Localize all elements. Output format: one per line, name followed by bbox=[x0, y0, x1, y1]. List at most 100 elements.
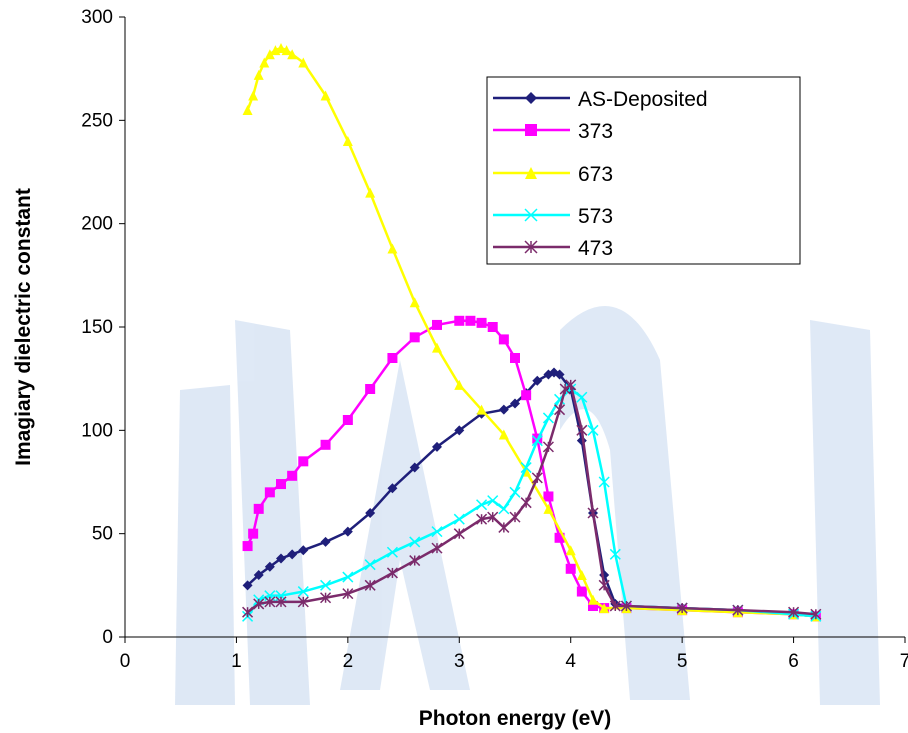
data-point bbox=[297, 596, 309, 608]
data-point bbox=[453, 513, 465, 525]
y-tick-label: 150 bbox=[81, 317, 113, 338]
data-point bbox=[476, 404, 487, 415]
data-point bbox=[510, 353, 520, 363]
legend-item: 673 bbox=[493, 163, 613, 186]
data-point bbox=[431, 542, 443, 554]
data-point bbox=[588, 594, 598, 605]
data-point bbox=[509, 486, 521, 498]
watermark-graphic bbox=[175, 306, 880, 705]
data-point bbox=[520, 462, 532, 474]
axes: 0 50 100 150 200 250 300 0 1 2 3 4 5 6 7 bbox=[81, 7, 908, 672]
data-point bbox=[264, 596, 276, 608]
legend-label: 573 bbox=[578, 205, 613, 228]
data-point bbox=[598, 476, 610, 488]
data-point bbox=[587, 507, 599, 519]
data-point bbox=[498, 404, 509, 415]
legend-label: 373 bbox=[578, 120, 613, 143]
legend-item: 373 bbox=[493, 120, 613, 143]
legend-label: 673 bbox=[578, 163, 613, 186]
data-point bbox=[281, 45, 292, 56]
legend-item: AS-Deposited bbox=[493, 88, 708, 111]
data-point bbox=[732, 604, 744, 616]
data-point bbox=[264, 561, 275, 572]
y-tick-label: 100 bbox=[81, 420, 113, 441]
data-point bbox=[320, 579, 332, 591]
data-point bbox=[498, 429, 509, 440]
data-point bbox=[276, 43, 286, 53]
data-point bbox=[253, 570, 264, 580]
plot-area bbox=[242, 43, 822, 622]
data-point bbox=[487, 495, 499, 507]
data-point bbox=[542, 412, 554, 424]
data-point bbox=[543, 503, 554, 514]
data-point bbox=[320, 90, 331, 101]
x-tick-label: 3 bbox=[454, 651, 465, 672]
data-point bbox=[365, 384, 376, 394]
data-point bbox=[543, 491, 554, 502]
x-tick-label: 7 bbox=[900, 651, 908, 672]
legend-swatch-marker bbox=[525, 124, 537, 136]
data-point bbox=[565, 379, 577, 391]
data-point bbox=[609, 600, 621, 612]
x-axis-title: Photon energy (eV) bbox=[419, 707, 612, 730]
data-point bbox=[248, 528, 259, 539]
y-tick-label: 0 bbox=[102, 627, 113, 648]
data-point bbox=[810, 608, 822, 620]
data-point bbox=[465, 315, 476, 326]
legend-swatch-marker bbox=[524, 208, 538, 222]
data-point bbox=[342, 136, 353, 146]
data-point bbox=[454, 425, 465, 436]
data-point bbox=[609, 548, 621, 560]
data-point bbox=[259, 57, 270, 68]
data-point bbox=[587, 424, 599, 436]
data-point bbox=[559, 383, 571, 395]
x-tick-label: 6 bbox=[788, 651, 799, 672]
x-tick-label: 1 bbox=[231, 651, 242, 672]
data-point bbox=[242, 541, 253, 552]
y-tick-label: 50 bbox=[92, 524, 113, 545]
data-point bbox=[576, 570, 587, 580]
data-point bbox=[342, 526, 353, 537]
data-point bbox=[387, 483, 398, 494]
data-point bbox=[297, 586, 309, 598]
data-point bbox=[532, 375, 543, 386]
data-point bbox=[454, 379, 465, 390]
data-point bbox=[276, 553, 286, 564]
series-line bbox=[246, 319, 816, 618]
x-tick-label: 2 bbox=[343, 651, 354, 672]
legend-label: AS-Deposited bbox=[578, 88, 708, 111]
series-line bbox=[246, 371, 816, 618]
data-point bbox=[276, 479, 286, 490]
data-point bbox=[365, 187, 376, 198]
data-point bbox=[275, 596, 287, 608]
data-point bbox=[576, 391, 588, 403]
data-point bbox=[531, 435, 543, 447]
data-point bbox=[487, 511, 499, 523]
data-point bbox=[253, 69, 264, 80]
data-point bbox=[242, 580, 253, 591]
legend-swatch-marker bbox=[525, 92, 537, 104]
x-tick-label: 4 bbox=[565, 651, 576, 672]
y-tick-label: 200 bbox=[81, 214, 113, 235]
data-point bbox=[287, 49, 298, 60]
data-point bbox=[498, 334, 509, 345]
data-point bbox=[253, 598, 265, 610]
data-point bbox=[432, 342, 442, 353]
y-tick-label: 300 bbox=[81, 7, 113, 28]
data-point bbox=[554, 369, 565, 380]
data-point bbox=[788, 606, 800, 618]
legend-swatch-marker bbox=[525, 167, 537, 179]
data-point bbox=[298, 545, 309, 556]
data-point bbox=[409, 297, 420, 308]
data-point bbox=[342, 571, 354, 583]
data-point bbox=[554, 404, 566, 416]
data-point bbox=[364, 579, 376, 591]
data-point bbox=[565, 563, 576, 574]
data-point bbox=[253, 503, 264, 514]
data-point bbox=[264, 49, 275, 60]
data-point bbox=[432, 441, 442, 452]
data-point bbox=[431, 526, 443, 538]
data-point bbox=[542, 441, 554, 453]
data-point bbox=[248, 90, 259, 101]
legend-item: 473 bbox=[493, 237, 613, 260]
